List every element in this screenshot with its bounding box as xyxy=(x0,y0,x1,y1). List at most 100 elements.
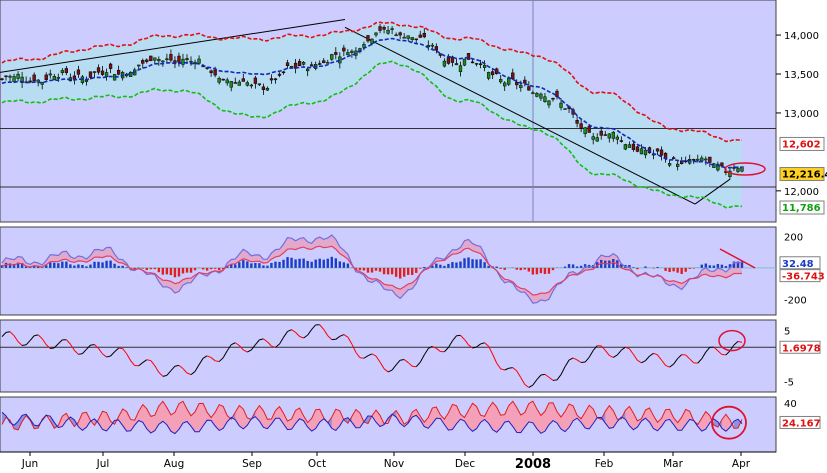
signal-value-tag: -36.743 xyxy=(782,272,825,283)
osc-line-segment xyxy=(94,344,99,349)
candle-body xyxy=(406,35,410,39)
osc-line-segment xyxy=(279,337,284,345)
candle-body xyxy=(330,54,334,60)
osc-line-segment xyxy=(351,343,357,353)
candle-body xyxy=(157,59,161,62)
histogram-bar xyxy=(664,267,667,271)
histogram-bar xyxy=(535,267,539,275)
candle-body xyxy=(603,134,607,136)
histogram-bar xyxy=(262,265,265,268)
osc-line-segment xyxy=(508,367,513,369)
candle-body xyxy=(382,26,386,30)
osc-line-segment xyxy=(170,365,176,372)
area-fill-negative xyxy=(327,417,332,429)
histogram-bar xyxy=(628,264,631,268)
candle-body xyxy=(141,60,145,64)
histogram-bar xyxy=(720,264,724,268)
osc-line-segment xyxy=(102,353,107,358)
candle-body xyxy=(478,63,483,65)
candle-body xyxy=(277,73,282,76)
candle-body xyxy=(434,46,438,51)
osc-line-segment xyxy=(436,348,441,352)
osc-line-segment xyxy=(616,349,622,356)
osc-line-segment xyxy=(400,358,405,361)
macd-panel[interactable]: 200 -200 32.48 -36.743 xyxy=(0,226,825,316)
osc-line-segment xyxy=(564,359,570,367)
histogram-bar xyxy=(740,261,744,268)
candle-body xyxy=(635,146,640,152)
histogram-bar xyxy=(318,258,321,268)
histogram-bar xyxy=(531,267,535,275)
oscillator-panel[interactable]: 5 -5 1.6978 xyxy=(0,319,821,393)
candle-body xyxy=(334,52,338,55)
histogram-bar xyxy=(415,267,418,273)
candle-body xyxy=(100,70,105,75)
osc-line-segment xyxy=(323,329,329,336)
osc-line-segment xyxy=(665,365,670,368)
histogram-bar xyxy=(173,267,177,278)
osc-line-segment xyxy=(198,358,204,365)
candle-body xyxy=(12,76,16,83)
osc-line-segment xyxy=(5,331,11,333)
price-panel[interactable]: 14,000 13,500 13,000 12,000 12,602 12,216.4 11… xyxy=(0,0,827,223)
candle-body xyxy=(583,127,587,135)
osc-line-segment xyxy=(464,339,469,346)
candle-body xyxy=(402,36,406,39)
histogram-bar xyxy=(503,267,506,270)
osc-line-segment xyxy=(130,360,136,366)
candle-body xyxy=(398,32,402,36)
candle-body xyxy=(547,100,551,106)
osc-line-segment xyxy=(737,340,743,343)
histogram-bar xyxy=(290,257,293,268)
histogram-bar xyxy=(310,261,313,268)
osc-line-segment xyxy=(516,370,522,378)
histogram-bar xyxy=(117,265,120,268)
osc-line-segment xyxy=(65,339,71,345)
histogram-bar xyxy=(238,262,241,268)
histogram-bar xyxy=(455,262,458,268)
candle-body xyxy=(137,64,141,67)
histogram-bar xyxy=(177,267,181,277)
osc-line-segment xyxy=(363,355,369,359)
osc-line-segment xyxy=(50,347,55,349)
osc-line-segment xyxy=(673,358,679,365)
osc-line-segment xyxy=(222,350,228,358)
histogram-bar xyxy=(201,267,205,270)
band-fill xyxy=(2,22,742,208)
area-value-tag-box xyxy=(779,415,821,429)
histogram-bar xyxy=(250,263,253,268)
histogram-bar xyxy=(266,265,269,268)
osc-line-segment xyxy=(632,354,638,361)
histogram-bar xyxy=(209,267,213,270)
osc-line-segment xyxy=(653,352,658,356)
histogram-bar xyxy=(431,265,434,268)
histogram-bar xyxy=(600,259,603,268)
candle-body xyxy=(736,168,740,172)
candle-body xyxy=(655,148,660,152)
osc-line-segment xyxy=(733,340,739,346)
candle-body xyxy=(450,56,455,63)
candle-body xyxy=(470,61,475,64)
osc-line-segment xyxy=(29,335,35,341)
osc-line-segment xyxy=(415,361,421,368)
histogram-bar xyxy=(515,267,518,270)
osc-line-segment xyxy=(9,331,15,337)
trend-line-falling xyxy=(344,26,696,205)
osc-line-segment xyxy=(359,357,365,359)
osc-line-segment xyxy=(37,334,43,340)
candle-body xyxy=(221,78,225,81)
histogram-bar xyxy=(551,267,555,271)
osc-line-segment xyxy=(146,359,151,362)
candle-body xyxy=(213,69,217,76)
histogram-bar xyxy=(579,265,583,268)
osc-line-segment xyxy=(126,353,132,362)
area-value-tag: 24.167 xyxy=(782,418,821,429)
candle-body xyxy=(623,144,628,150)
area-panel[interactable]: 40 24.167 xyxy=(0,396,821,453)
histogram-bar xyxy=(543,267,547,275)
candle-body xyxy=(52,76,56,81)
histogram-bar xyxy=(53,262,56,268)
osc-line-segment xyxy=(238,345,244,351)
middle-band-line xyxy=(1,37,742,169)
histogram-bar xyxy=(374,267,378,271)
